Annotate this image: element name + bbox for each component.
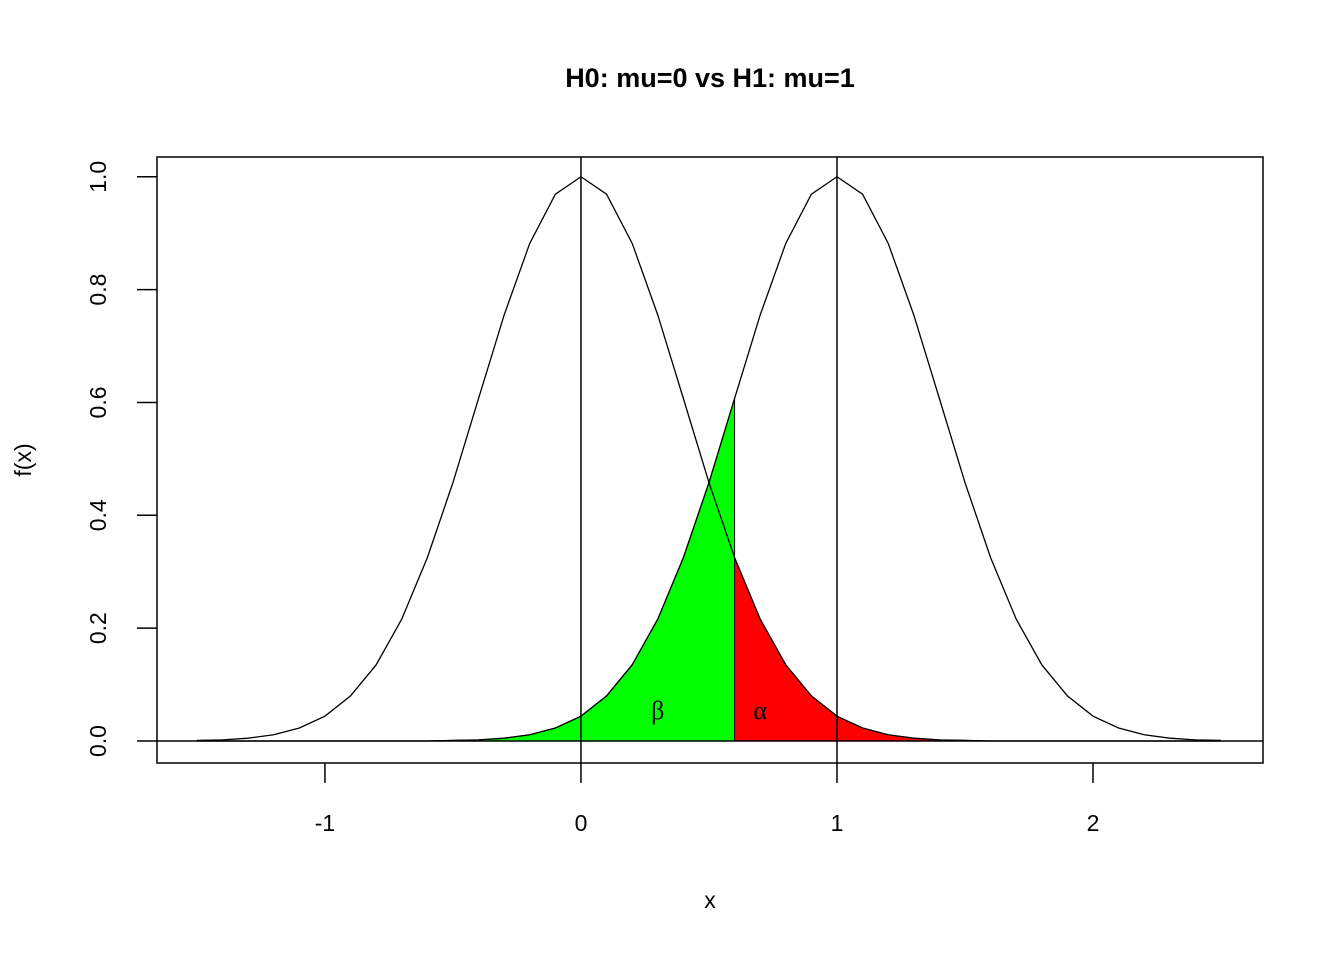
y-tick-label: 1.0 — [85, 161, 111, 193]
y-tick-label: 0.8 — [85, 274, 111, 306]
shaded-area — [196, 398, 736, 742]
y-tick-label: 0.6 — [85, 386, 111, 418]
x-tick-label: 1 — [831, 810, 844, 836]
x-tick-label: -1 — [315, 810, 335, 836]
y-axis-title: f(x) — [10, 443, 36, 476]
y-tick-label: 0.2 — [85, 612, 111, 644]
x-tick-label: 0 — [575, 810, 588, 836]
shaded-area — [734, 557, 1222, 742]
annotation: β — [651, 696, 664, 725]
y-tick-label: 0.4 — [85, 499, 111, 531]
y-tick-label: 0.0 — [85, 725, 111, 757]
x-axis-title: x — [704, 887, 716, 913]
x-tick-label: 2 — [1087, 810, 1100, 836]
chart-title: H0: mu=0 vs H1: mu=1 — [565, 63, 855, 93]
annotation: α — [753, 696, 767, 725]
plot-frame — [156, 156, 1264, 764]
